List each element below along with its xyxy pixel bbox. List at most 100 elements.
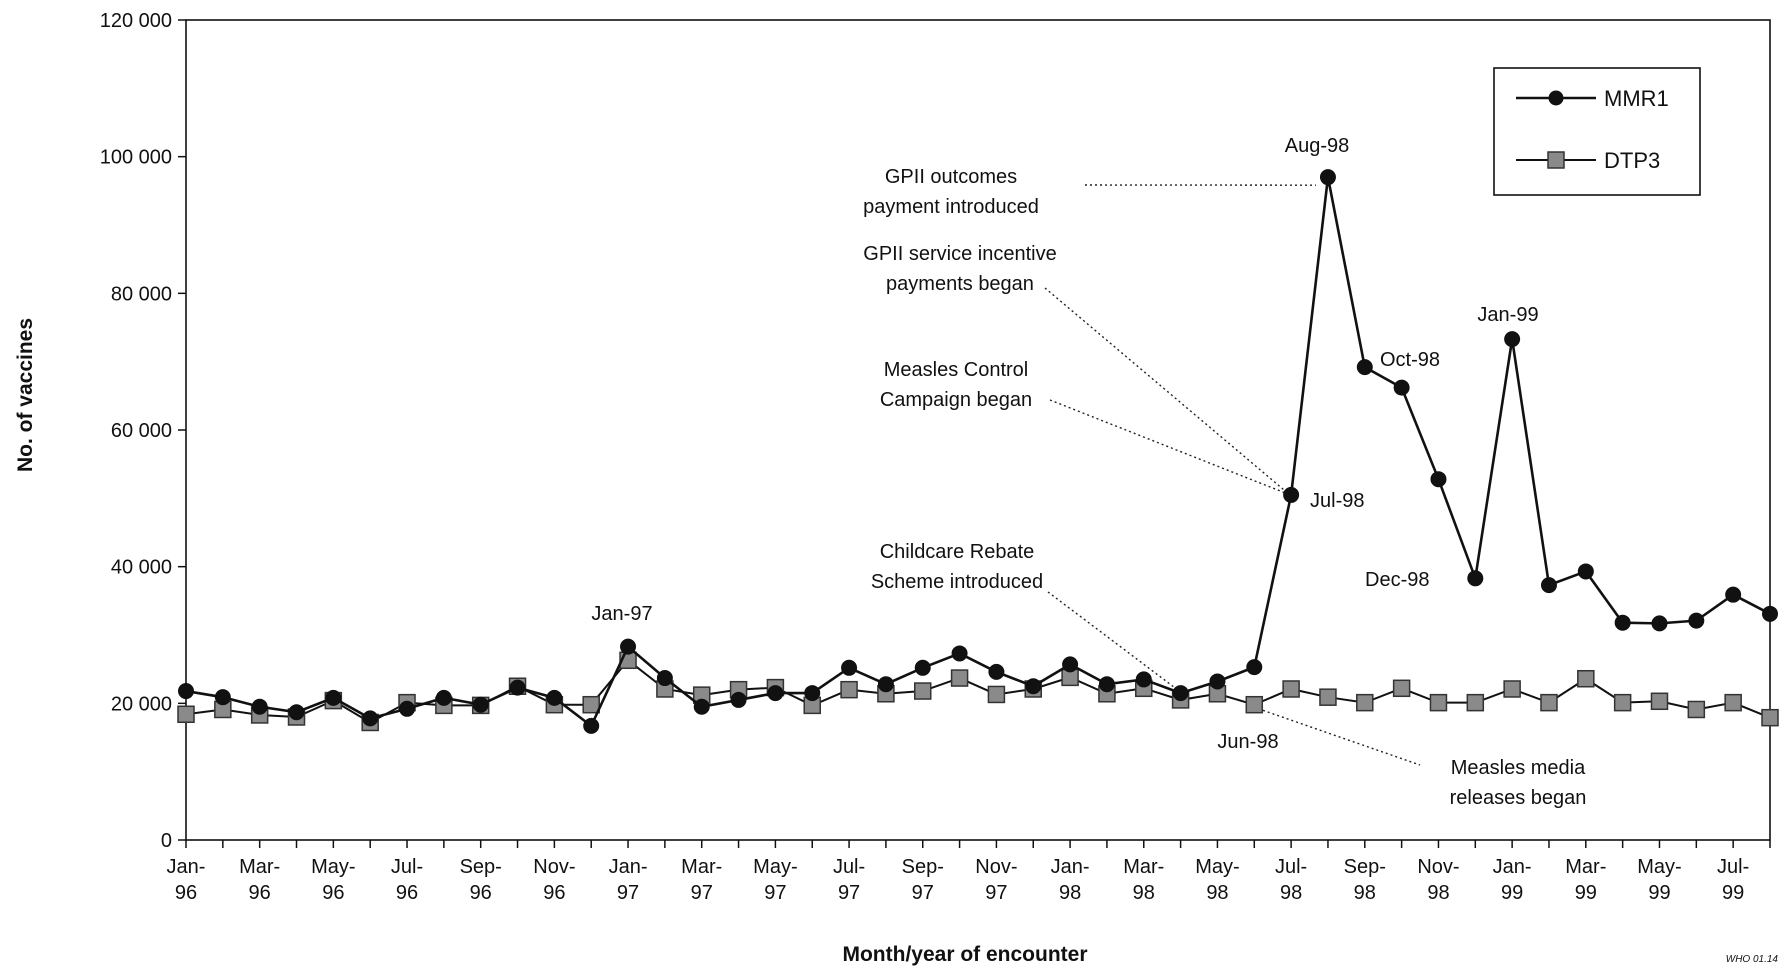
x-tick-label-top: Nov- xyxy=(975,856,1017,878)
mmr1-point xyxy=(1209,673,1226,690)
x-tick-label-top: Jan- xyxy=(609,856,648,878)
annotation-text: GPII outcomes xyxy=(885,166,1017,188)
mmr1-point xyxy=(1135,671,1152,688)
dtp3-point xyxy=(1540,693,1558,712)
dtp3-point xyxy=(1429,693,1448,712)
mmr1-point xyxy=(1283,486,1300,503)
dtp3-point xyxy=(582,695,600,714)
x-tick-label-bottom: 98 xyxy=(1133,882,1155,904)
figure-credit: WHO 01.14 xyxy=(1726,954,1779,965)
x-tick-label-bottom: 97 xyxy=(691,882,713,904)
x-tick-label-bottom: 96 xyxy=(249,882,271,904)
dtp3-point xyxy=(1282,680,1300,698)
mmr1-point xyxy=(583,717,600,734)
mmr1-point xyxy=(656,670,673,687)
mmr1-point xyxy=(1319,169,1336,186)
mmr1-point xyxy=(546,689,563,706)
mmr1-point xyxy=(362,710,379,727)
mmr1-point xyxy=(1725,586,1742,603)
y-tick-label: 20 000 xyxy=(111,693,172,715)
annotation-text: GPII service incentive xyxy=(863,243,1056,265)
x-tick-label-top: Nov- xyxy=(533,856,575,878)
legend-marker-mmr1 xyxy=(1548,90,1564,106)
dtp3-point xyxy=(1392,679,1411,698)
x-tick-label-bottom: 98 xyxy=(1354,882,1376,904)
mmr1-point xyxy=(877,676,894,693)
mmr1-point xyxy=(288,704,305,721)
mmr1-point xyxy=(988,663,1005,680)
legend-marker-dtp3 xyxy=(1547,151,1565,169)
annotation-text: Scheme introduced xyxy=(871,571,1043,593)
measles-media-leader xyxy=(1258,708,1421,766)
x-tick-label-top: Mar- xyxy=(681,856,722,878)
dtp3-point xyxy=(1319,688,1337,706)
dtp3-point xyxy=(1245,695,1264,714)
annotation-text: Campaign began xyxy=(880,389,1032,411)
y-tick-label: 40 000 xyxy=(111,557,172,579)
x-tick-label-bottom: 99 xyxy=(1648,882,1670,904)
y-tick-label: 100 000 xyxy=(100,147,172,169)
x-tick-label-top: Sep- xyxy=(902,856,944,878)
dtp3-point xyxy=(1724,693,1742,712)
annotation-text: Dec-98 xyxy=(1365,569,1429,591)
mmr1-point xyxy=(1651,615,1668,632)
mmr1-point xyxy=(693,698,710,715)
dtp3-point xyxy=(1577,669,1595,688)
annotation-text: Jan-97 xyxy=(591,603,652,625)
mmr1-point xyxy=(1430,471,1447,488)
mmr1-point xyxy=(951,645,968,662)
mmr1-point xyxy=(1540,577,1557,594)
legend: MMR1 DTP3 xyxy=(1493,67,1701,196)
dtp3-point xyxy=(950,669,969,687)
x-tick-label-top: Mar- xyxy=(1123,856,1164,878)
x-tick-label-bottom: 99 xyxy=(1575,882,1597,904)
annotation-text: payments began xyxy=(886,273,1034,295)
dtp3-series-line xyxy=(185,658,1771,724)
mmr1-point xyxy=(325,689,342,706)
x-tick-label-top: May- xyxy=(1637,856,1681,878)
mmr1-point xyxy=(1172,685,1189,702)
annotation-text: Jan-99 xyxy=(1477,304,1538,326)
y-axis-title: No. of vaccines xyxy=(14,318,37,472)
dtp3-point xyxy=(1650,692,1669,711)
x-tick-label-bottom: 96 xyxy=(396,882,418,904)
x-tick-label-top: Jul- xyxy=(391,856,423,878)
legend-label-mmr1: MMR1 xyxy=(1604,86,1669,111)
annotation-text: releases began xyxy=(1450,787,1587,809)
mmr1-point xyxy=(1688,612,1705,629)
mmr1-point xyxy=(1762,605,1778,622)
x-tick-label-top: Jan- xyxy=(1051,856,1090,878)
x-tick-label-top: May- xyxy=(1195,856,1239,878)
x-tick-label-bottom: 96 xyxy=(543,882,565,904)
x-tick-label-bottom: 97 xyxy=(764,882,786,904)
mmr1-point xyxy=(178,683,194,700)
x-tick-label-bottom: 99 xyxy=(1722,882,1744,904)
x-tick-label-top: Sep- xyxy=(1344,856,1386,878)
x-tick-label-top: May- xyxy=(311,856,355,878)
annotation-text: Measles media xyxy=(1451,757,1586,779)
mmr1-point xyxy=(435,689,452,706)
mmr1-point xyxy=(251,698,268,715)
mmr1-point xyxy=(1062,656,1079,673)
dtp3-point xyxy=(987,685,1006,704)
dtp3-point xyxy=(1613,693,1632,712)
mmr1-point xyxy=(1025,678,1042,695)
y-tick-label: 120 000 xyxy=(100,10,172,32)
x-tick-label-top: May- xyxy=(753,856,797,878)
dtp3-point xyxy=(840,680,858,699)
mmr1-point xyxy=(472,696,489,713)
dtp3-point xyxy=(1503,680,1521,698)
legend-label-dtp3: DTP3 xyxy=(1604,148,1660,173)
annotation-text: Measles Control xyxy=(884,359,1029,381)
x-tick-label-bottom: 97 xyxy=(985,882,1007,904)
dtp3-point xyxy=(177,705,195,724)
x-tick-label-top: Nov- xyxy=(1417,856,1459,878)
dtp3-point xyxy=(1466,693,1485,712)
legend-box xyxy=(1493,67,1701,196)
x-tick-label-bottom: 98 xyxy=(1280,882,1302,904)
x-tick-label-bottom: 98 xyxy=(1206,882,1228,904)
x-tick-label-bottom: 97 xyxy=(838,882,860,904)
x-tick-label-bottom: 98 xyxy=(1427,882,1449,904)
